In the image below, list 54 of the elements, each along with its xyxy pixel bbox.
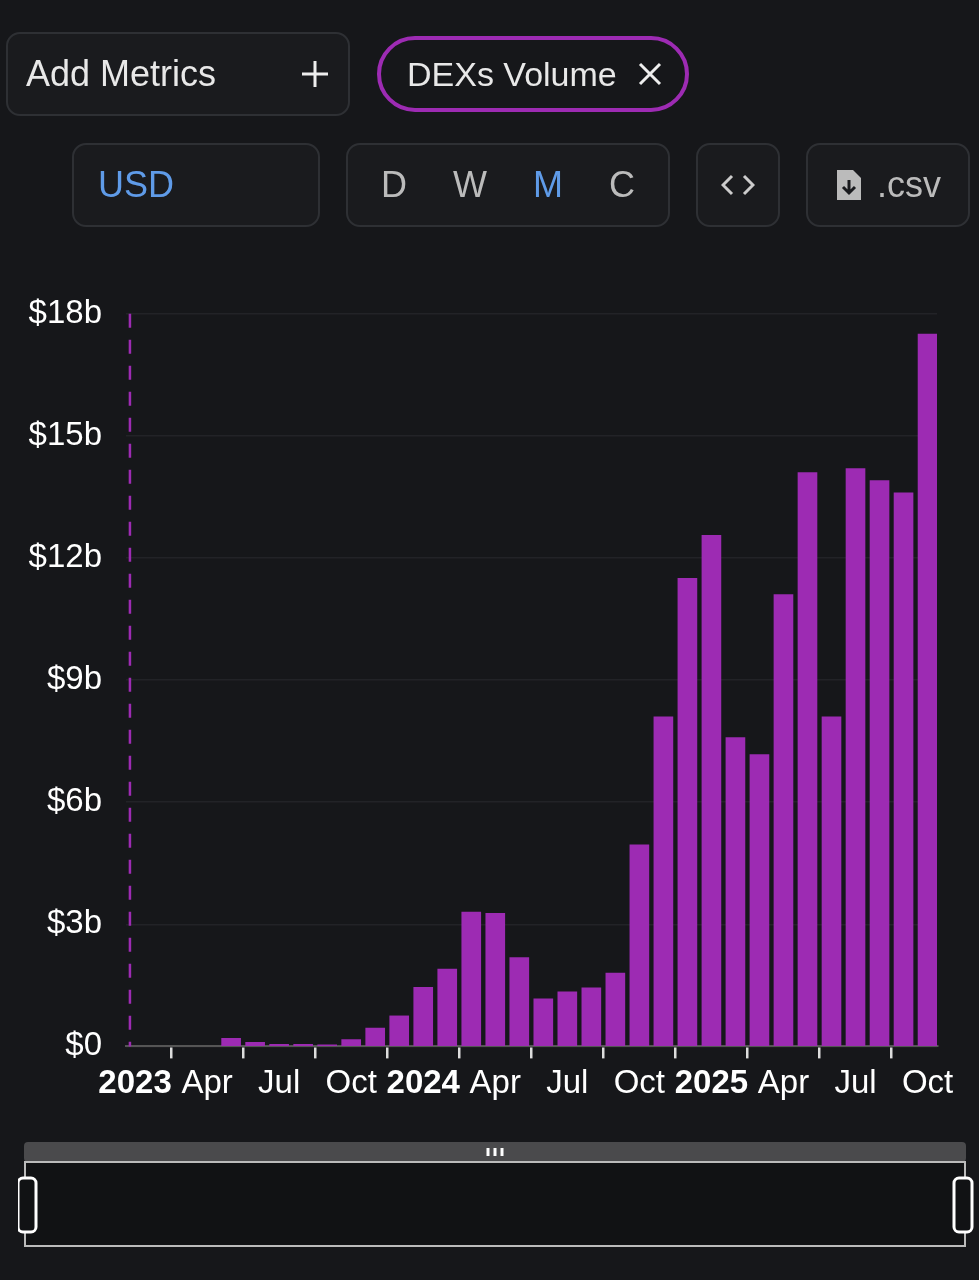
bar xyxy=(365,1027,386,1046)
bar xyxy=(341,1039,362,1046)
bar xyxy=(701,534,722,1046)
bar xyxy=(893,492,914,1046)
bar xyxy=(413,987,434,1046)
text: W xyxy=(453,164,487,206)
bar xyxy=(221,1037,241,1046)
y-tick-label: $0 xyxy=(65,1025,102,1063)
bar xyxy=(749,754,770,1046)
x-tick-label: Oct xyxy=(901,1063,954,1101)
bar xyxy=(869,480,890,1046)
text: Add Metrics xyxy=(26,53,217,95)
x-tick-label: Jul xyxy=(258,1063,301,1101)
y-tick-label: $18b xyxy=(28,292,102,330)
y-tick-label: $3b xyxy=(46,903,102,941)
bar xyxy=(557,991,578,1046)
bar xyxy=(461,911,482,1046)
bar xyxy=(725,737,746,1046)
text: C xyxy=(608,164,635,206)
bar xyxy=(581,987,602,1046)
y-tick-label: $15b xyxy=(28,414,102,452)
bar xyxy=(509,957,530,1046)
x-tick-label: 2025 xyxy=(674,1063,749,1101)
bar xyxy=(773,594,794,1046)
text: D xyxy=(381,164,407,206)
x-tick-label: Apr xyxy=(181,1063,233,1101)
bar xyxy=(485,912,506,1046)
bar xyxy=(821,716,842,1046)
bar xyxy=(653,716,674,1046)
x-tick-label: Apr xyxy=(469,1063,521,1101)
bar xyxy=(677,578,698,1046)
bar xyxy=(797,472,818,1046)
bar xyxy=(389,1015,410,1046)
text: .csv xyxy=(876,164,941,206)
y-tick-label: $9b xyxy=(46,659,102,697)
x-tick-label: Apr xyxy=(757,1063,810,1101)
text: USD xyxy=(98,164,175,206)
x-tick-label: Oct xyxy=(613,1063,666,1101)
text: DEXs Volume xyxy=(407,54,617,94)
x-tick-label: 2023 xyxy=(98,1063,172,1101)
bar xyxy=(629,844,650,1046)
bar xyxy=(605,972,626,1046)
x-tick-label: 2024 xyxy=(386,1063,461,1101)
bar xyxy=(245,1042,265,1046)
x-tick-label: Jul xyxy=(546,1063,589,1101)
x-tick-label: Oct xyxy=(325,1063,377,1101)
bar xyxy=(533,998,554,1046)
text: M xyxy=(532,164,563,206)
bar xyxy=(845,468,866,1046)
x-tick-label: Jul xyxy=(834,1063,877,1101)
y-tick-label: $6b xyxy=(46,781,102,819)
bar xyxy=(917,333,937,1046)
bar xyxy=(437,968,458,1046)
y-tick-label: $12b xyxy=(28,537,102,575)
